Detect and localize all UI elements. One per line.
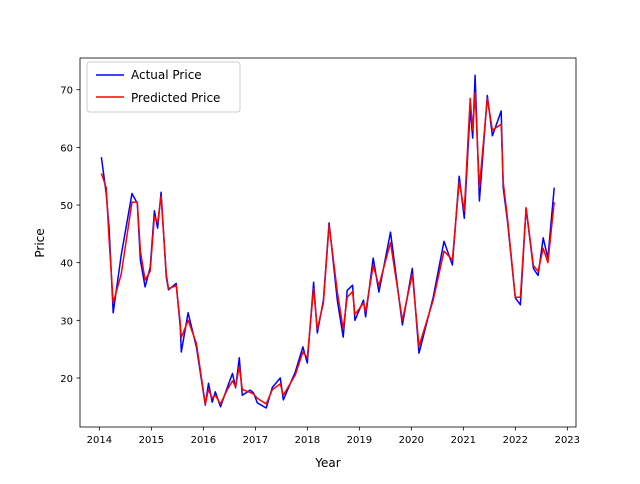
y-tick-label: 60 xyxy=(60,143,73,154)
y-tick-label: 70 xyxy=(60,86,73,97)
x-tick-label: 2018 xyxy=(295,435,320,446)
y-axis-label: Price xyxy=(33,228,47,257)
x-tick-label: 2020 xyxy=(399,435,424,446)
x-tick-label: 2021 xyxy=(451,435,476,446)
y-tick-label: 40 xyxy=(60,259,73,270)
legend-label-actual: Actual Price xyxy=(131,68,202,82)
series-line-predicted-price xyxy=(100,91,555,405)
y-tick-label: 30 xyxy=(60,316,73,327)
x-tick-label: 2015 xyxy=(139,435,164,446)
x-tick-label: 2016 xyxy=(191,435,216,446)
y-tick-label: 20 xyxy=(60,374,73,385)
x-tick-label: 2022 xyxy=(503,435,528,446)
legend-box xyxy=(86,61,241,113)
x-tick-label: 2014 xyxy=(87,435,112,446)
x-axis-label: Year xyxy=(314,456,340,470)
x-tick-label: 2019 xyxy=(347,435,372,446)
y-tick-label: 50 xyxy=(60,201,73,212)
legend: Actual Price Predicted Price xyxy=(86,61,241,113)
x-tick-label: 2023 xyxy=(555,435,580,446)
legend-label-predicted: Predicted Price xyxy=(131,91,220,105)
plot-frame xyxy=(79,57,577,428)
x-tick-label: 2017 xyxy=(243,435,268,446)
